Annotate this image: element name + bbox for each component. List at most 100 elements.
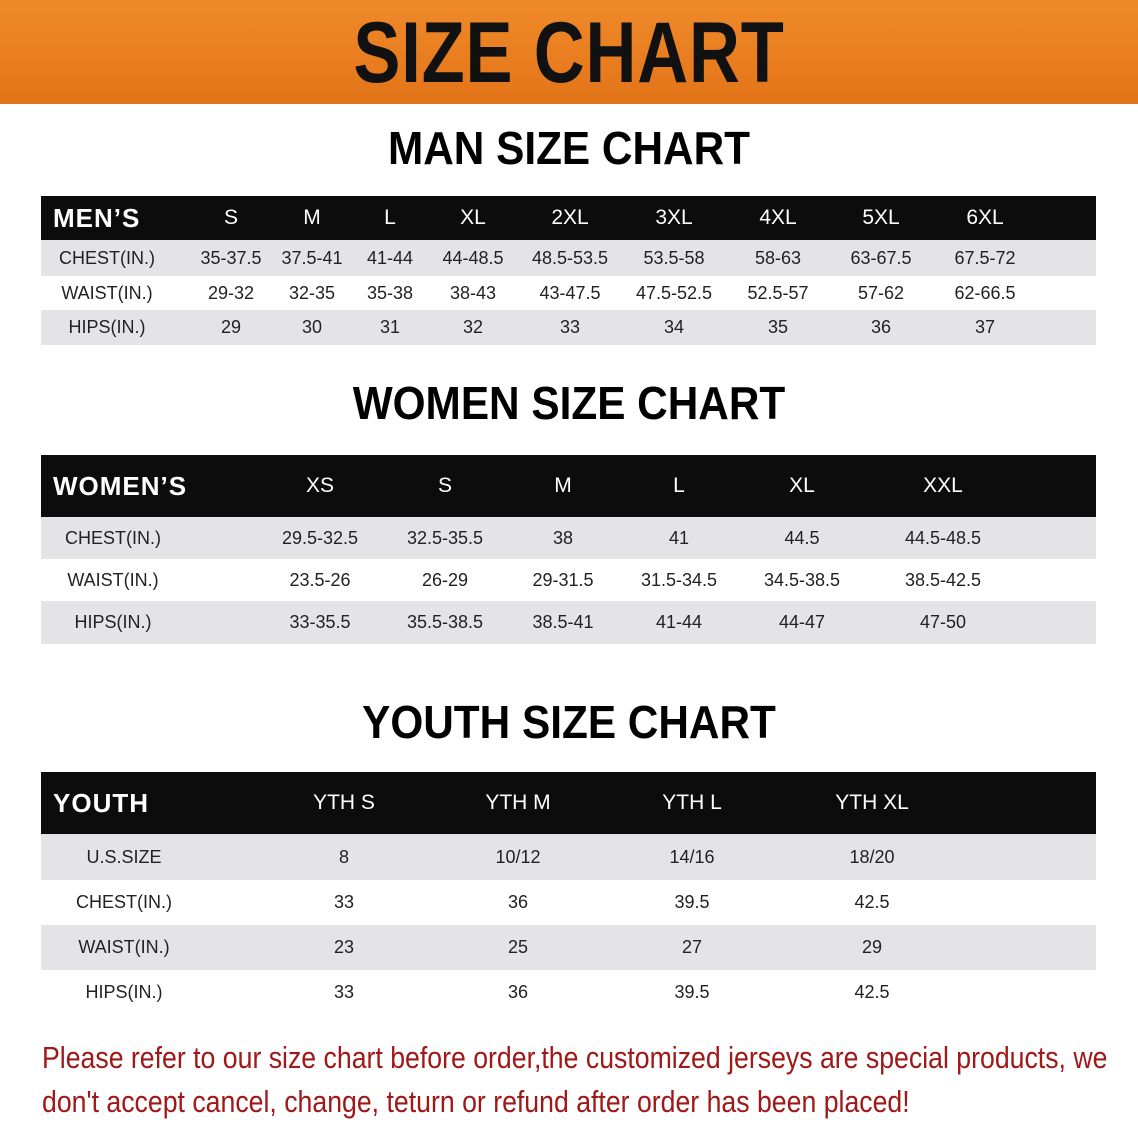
measurement-label: U.S.SIZE xyxy=(86,846,162,867)
measurement-label: WAIST(IN.) xyxy=(78,937,170,957)
size-value-cell: 29 xyxy=(861,937,883,957)
table-row: HIPS(IN.) 33-35.5 35.5-38.5 38.5-41 41-44 44-… xyxy=(41,601,1096,644)
size-value-cell: 43-47.5 xyxy=(539,282,601,303)
size-header-cell: YTH S xyxy=(313,791,375,814)
table-title-cell: WOMEN’S xyxy=(53,470,188,501)
size-header-cell: 5XL xyxy=(862,206,900,229)
size-value-cell: 67.5-72 xyxy=(954,247,1016,268)
size-value-cell: 53.5-58 xyxy=(643,247,705,268)
table-header-row: MEN’S S M L XL 2XL 3XL 4XL 5XL 6XL xyxy=(41,196,1096,240)
size-value-cell: 41-44 xyxy=(655,612,703,632)
size-value-cell: 48.5-53.5 xyxy=(531,247,609,268)
youth-size-table: YOUTH YTH S YTH M YTH L YTH XL U.S.SIZE 8 10/12… xyxy=(41,772,1096,1015)
size-header-cell: XL xyxy=(460,206,486,229)
size-value-cell: 38-43 xyxy=(449,282,497,303)
size-value-cell: 29-32 xyxy=(207,282,255,303)
women-size-table: WOMEN’S XS S M L XL XXL CHEST(IN.) 29.5-32.5 32.5… xyxy=(41,455,1096,644)
size-value-cell: 29-31.5 xyxy=(532,569,594,590)
size-value-cell: 25 xyxy=(507,937,529,957)
measurement-label: CHEST(IN.) xyxy=(59,247,155,268)
table-row: HIPS(IN.) 33 36 39.5 42.5 xyxy=(41,970,1096,1015)
size-value-cell: 39.5 xyxy=(674,982,710,1002)
size-header-cell: YTH L xyxy=(662,791,722,814)
measurement-label: HIPS(IN.) xyxy=(68,317,146,337)
size-value-cell: 23.5-26 xyxy=(289,569,351,590)
youth-section-title: YOUTH SIZE CHART xyxy=(362,696,776,748)
size-header-cell: XL xyxy=(789,474,815,497)
table-row: WAIST(IN.) 23.5-26 26-29 29-31.5 31.5-34.5 34… xyxy=(41,559,1096,601)
measurement-label: WAIST(IN.) xyxy=(67,569,159,590)
size-header-cell: YTH XL xyxy=(835,791,909,814)
table-row: CHEST(IN.) 35-37.5 37.5-41 41-44 44-48.5 48.5… xyxy=(41,240,1096,276)
size-value-cell: 35 xyxy=(767,317,789,337)
size-header-cell: 3XL xyxy=(655,206,693,229)
men-section-title: MAN SIZE CHART xyxy=(387,122,751,174)
size-value-cell: 47.5-52.5 xyxy=(635,282,713,303)
size-header-cell: S xyxy=(223,206,239,229)
size-value-cell: 52.5-57 xyxy=(747,282,809,303)
size-value-cell: 36 xyxy=(507,982,529,1002)
size-value-cell: 14/16 xyxy=(669,846,715,867)
measurement-label: CHEST(IN.) xyxy=(65,527,161,548)
size-value-cell: 44.5-48.5 xyxy=(904,527,982,548)
size-value-cell: 29.5-32.5 xyxy=(281,527,359,548)
table-row: U.S.SIZE 8 10/12 14/16 18/20 xyxy=(41,834,1096,880)
size-value-cell: 31 xyxy=(379,317,401,337)
size-header-cell: M xyxy=(554,474,572,497)
size-value-cell: 35.5-38.5 xyxy=(406,612,484,632)
size-value-cell: 38.5-41 xyxy=(532,612,594,632)
size-value-cell: 32 xyxy=(462,317,484,337)
table-row: HIPS(IN.) 29 30 31 32 33 34 35 36 37 xyxy=(41,310,1096,345)
table-row: WAIST(IN.) 23 25 27 29 xyxy=(41,925,1096,970)
size-value-cell: 33 xyxy=(559,317,581,337)
size-value-cell: 32-35 xyxy=(288,282,336,303)
size-value-cell: 44.5 xyxy=(784,527,820,548)
size-header-cell: M xyxy=(303,206,321,229)
size-value-cell: 37.5-41 xyxy=(281,247,343,268)
size-value-cell: 10/12 xyxy=(495,846,541,867)
banner: SIZE CHART xyxy=(0,0,1138,104)
table-title-cell: MEN’S xyxy=(53,202,141,233)
size-value-cell: 42.5 xyxy=(854,982,890,1002)
size-value-cell: 33 xyxy=(333,892,355,912)
measurement-label: HIPS(IN.) xyxy=(74,612,152,632)
size-value-cell: 44-47 xyxy=(778,612,826,632)
size-header-cell: YTH M xyxy=(485,791,551,814)
order-notice-text: Please refer to our size chart before or… xyxy=(42,1040,1108,1119)
size-value-cell: 41 xyxy=(668,527,690,548)
size-value-cell: 27 xyxy=(681,937,703,957)
order-notice: Please refer to our size chart before or… xyxy=(42,1036,1107,1124)
size-header-cell: XXL xyxy=(923,474,963,497)
size-value-cell: 39.5 xyxy=(674,892,710,912)
size-header-cell: S xyxy=(437,474,453,497)
size-value-cell: 18/20 xyxy=(849,846,895,867)
size-value-cell: 62-66.5 xyxy=(954,282,1016,303)
size-header-cell: 6XL xyxy=(966,206,1004,229)
size-header-cell: L xyxy=(673,474,685,497)
size-value-cell: 30 xyxy=(301,317,323,337)
table-row: WAIST(IN.) 29-32 32-35 35-38 38-43 43-47.5 47.… xyxy=(41,276,1096,310)
size-value-cell: 47-50 xyxy=(919,612,967,632)
table-header-row: WOMEN’S XS S M L XL XXL xyxy=(41,455,1096,517)
size-header-cell: 4XL xyxy=(759,206,797,229)
size-value-cell: 23 xyxy=(333,937,355,957)
size-value-cell: 26-29 xyxy=(421,569,469,590)
size-value-cell: 58-63 xyxy=(754,247,802,268)
size-header-cell: L xyxy=(384,206,396,229)
size-value-cell: 41-44 xyxy=(366,247,414,268)
size-value-cell: 44-48.5 xyxy=(442,247,504,268)
size-value-cell: 33-35.5 xyxy=(289,612,351,632)
size-value-cell: 34 xyxy=(663,317,685,337)
size-header-cell: XS xyxy=(305,474,335,497)
table-header-row: YOUTH YTH S YTH M YTH L YTH XL xyxy=(41,772,1096,834)
size-header-cell: 2XL xyxy=(551,206,589,229)
size-value-cell: 35-38 xyxy=(366,282,414,303)
banner-title: SIZE CHART xyxy=(353,5,785,101)
size-value-cell: 32.5-35.5 xyxy=(406,527,484,548)
size-value-cell: 29 xyxy=(220,317,242,337)
table-row: CHEST(IN.) 33 36 39.5 42.5 xyxy=(41,880,1096,925)
measurement-label: WAIST(IN.) xyxy=(61,282,153,303)
size-value-cell: 63-67.5 xyxy=(850,247,912,268)
women-section-title: WOMEN SIZE CHART xyxy=(352,377,786,429)
